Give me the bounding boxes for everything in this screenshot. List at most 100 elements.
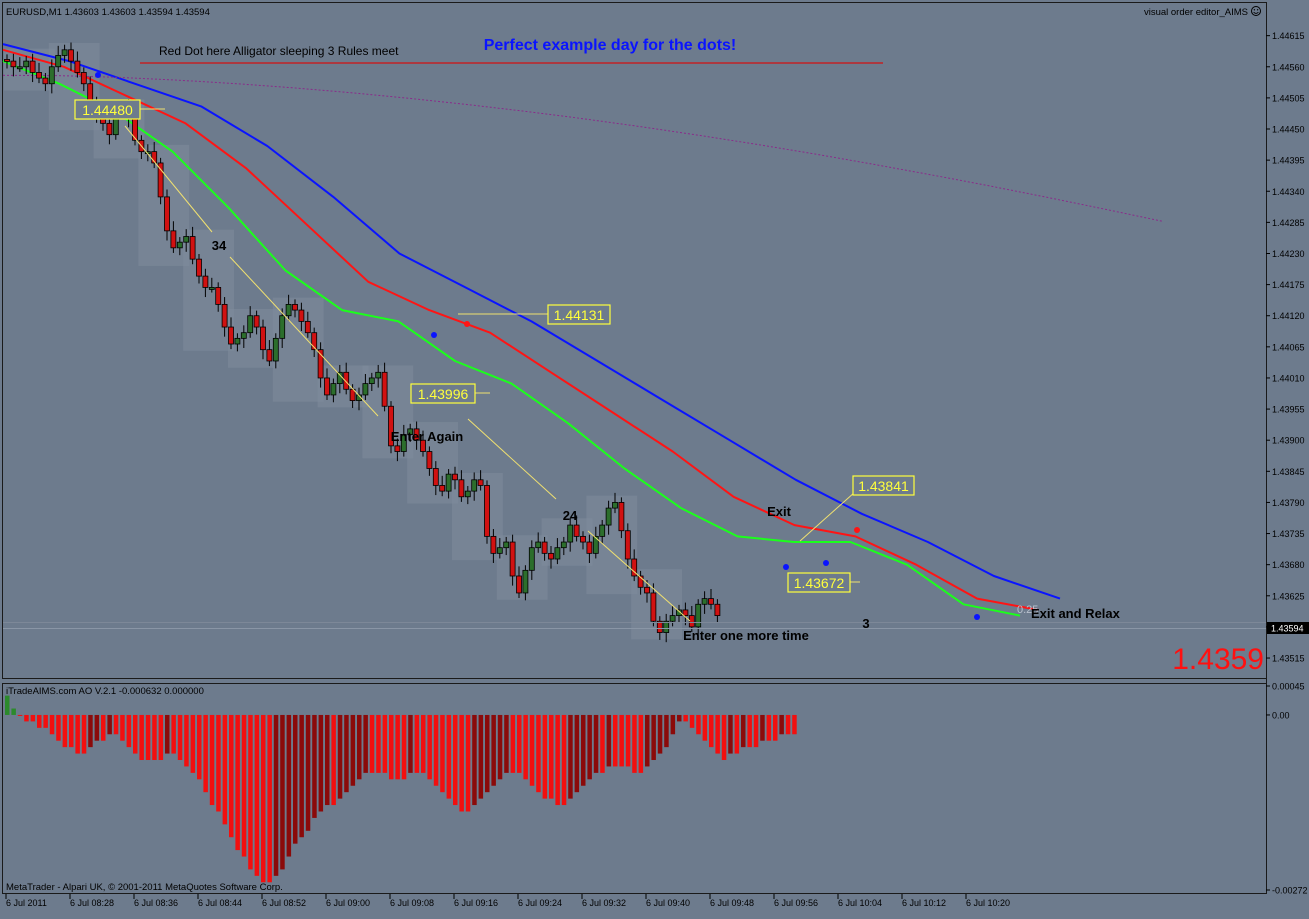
candle	[343, 362, 350, 395]
candle	[592, 526, 599, 559]
candle	[48, 59, 55, 94]
time-tick-label: 6 Jul 10:12	[902, 898, 946, 908]
ao-bar	[382, 714, 388, 773]
ao-bar	[293, 714, 298, 844]
candle	[23, 56, 30, 75]
trend-line-1a[interactable]	[124, 125, 213, 233]
candle	[682, 602, 689, 626]
alligator-jaw-line	[2, 43, 1061, 600]
candle	[215, 282, 222, 312]
ao-bar	[152, 714, 157, 761]
candle	[10, 53, 17, 77]
ao-bar	[446, 714, 452, 799]
candle	[484, 480, 490, 544]
ao-bar	[459, 714, 464, 812]
blue-dot	[431, 332, 437, 338]
candle	[388, 401, 394, 454]
ao-bar	[69, 714, 74, 748]
smiley-icon	[1251, 6, 1261, 16]
blue-dot	[823, 560, 829, 566]
ao-bar	[645, 714, 650, 767]
candle	[701, 591, 708, 614]
ao-tick-label: 0.00	[1272, 710, 1290, 720]
candle	[234, 333, 241, 352]
candle	[535, 532, 542, 553]
candle	[68, 42, 74, 71]
candle	[560, 536, 567, 556]
candle	[375, 364, 382, 388]
candle	[228, 317, 234, 350]
ao-bar	[11, 708, 16, 715]
candle	[292, 299, 298, 318]
exit-label: Exit	[767, 504, 792, 519]
ao-bar	[190, 714, 196, 773]
ao-bar	[606, 714, 612, 767]
ao-bar	[376, 714, 381, 773]
candle	[618, 497, 625, 539]
price-tick-label: 1.44175	[1272, 280, 1305, 290]
candle	[36, 62, 42, 84]
price-tag-text: 1.43996	[418, 386, 469, 402]
candle	[688, 605, 695, 632]
price-tag[interactable]: 1.44480	[74, 99, 141, 120]
ao-bar	[248, 714, 253, 870]
price-axis: 1.44615 1.44560 1.44505 1.44450 1.44395 1.443…	[1266, 31, 1305, 664]
candle	[247, 306, 254, 338]
trend-line-2b[interactable]	[587, 530, 691, 622]
headline: Perfect example day for the dots!	[484, 37, 737, 54]
ao-bar	[17, 714, 23, 716]
candle	[29, 53, 36, 83]
trend-line-exit[interactable]	[799, 491, 856, 542]
ao-bar	[709, 714, 714, 748]
ao-bar	[56, 714, 61, 741]
time-tick-label: 6 Jul 08:52	[262, 898, 306, 908]
ao-bar	[139, 714, 144, 761]
expert-label[interactable]: visual order editor_AIMS	[1144, 7, 1248, 18]
price-tick-label: 1.43735	[1272, 529, 1305, 539]
time-tick-label: 6 Jul 09:08	[390, 898, 434, 908]
ao-bar	[203, 714, 208, 793]
ao-bar	[171, 714, 176, 754]
trend-line-1b[interactable]	[229, 256, 379, 417]
price-tag[interactable]: 1.44131	[547, 304, 611, 325]
ao-bar	[689, 714, 695, 728]
ao-bar	[133, 714, 138, 754]
candle	[426, 446, 433, 476]
ao-bar	[408, 714, 413, 773]
price-tag-text: 1.44480	[82, 102, 133, 118]
candle	[189, 226, 196, 265]
time-tick-label: 6 Jul 10:20	[966, 898, 1010, 908]
price-tag-text: 1.44131	[554, 307, 605, 323]
price-tag[interactable]: 1.43672	[787, 572, 851, 593]
ao-bar	[37, 714, 42, 728]
candle	[317, 342, 324, 388]
ao-bar	[62, 714, 68, 748]
candle	[496, 538, 503, 559]
red-dot	[854, 527, 860, 533]
ao-bar	[421, 714, 426, 773]
ao-bar	[344, 714, 349, 793]
candle	[221, 297, 228, 337]
ao-bar	[216, 714, 221, 812]
price-tag[interactable]: 1.43841	[852, 475, 915, 496]
candle	[676, 604, 682, 623]
ao-bar	[465, 714, 471, 812]
ao-bar	[766, 714, 772, 741]
trend-line-2a[interactable]	[467, 418, 557, 500]
ao-bar	[113, 714, 119, 735]
price-tag[interactable]: 1.43996	[410, 383, 476, 404]
price-tick-label: 1.43625	[1272, 591, 1305, 601]
symbol-info: EURUSD,M1 1.43603 1.43603 1.43594 1.4359…	[6, 7, 210, 18]
count-34: 34	[212, 238, 227, 253]
current-price-marker	[1267, 622, 1309, 634]
candle	[196, 254, 202, 284]
enter-more-label: Enter one more time	[683, 628, 809, 643]
ao-bar	[497, 714, 503, 780]
price-tick-label: 1.44285	[1272, 218, 1305, 228]
price-tick-label: 1.44340	[1272, 187, 1305, 197]
candle	[650, 583, 657, 627]
ao-bar	[357, 714, 362, 780]
candle	[413, 421, 420, 450]
